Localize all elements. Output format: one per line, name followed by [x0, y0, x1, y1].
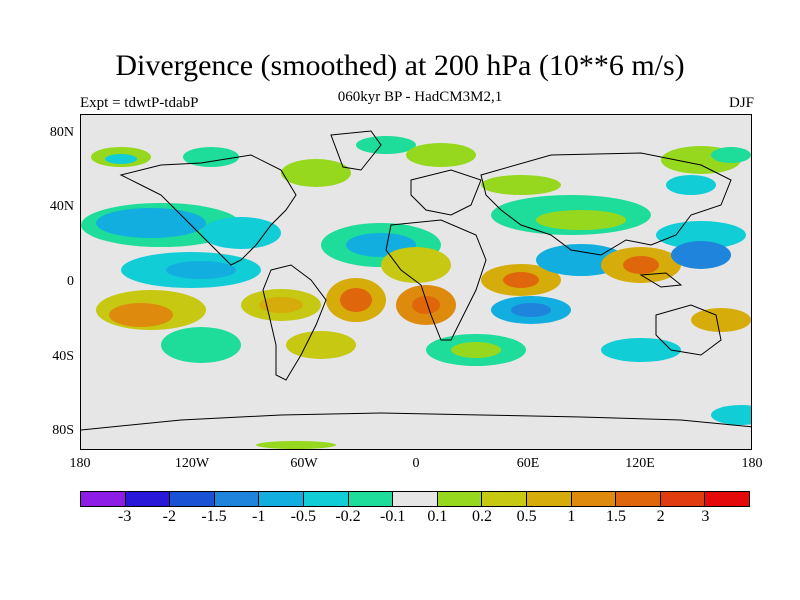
divergence-contour-fills [81, 136, 751, 449]
latitude-label: 40N [49, 199, 74, 215]
colorbar-tick-label: -2 [162, 508, 176, 525]
colorbar-swatch [526, 492, 572, 506]
longitude-label: 0 [412, 456, 420, 471]
chart-subtitle: 060kyr BP - HadCM3M2,1 [337, 89, 503, 105]
colorbar-swatch [705, 492, 749, 506]
colorbar-swatch [259, 492, 304, 506]
colorbar-swatch [214, 492, 260, 506]
colorbar-tick-label: 2 [656, 508, 665, 525]
latitude-label: 80S [52, 423, 74, 439]
map-panel [80, 114, 752, 450]
colorbar-tick-label: 3 [701, 508, 710, 525]
longitude-label: 60W [290, 456, 318, 471]
colorbar-swatch [170, 492, 215, 506]
experiment-label: Expt = tdwtP-tdabP [80, 95, 199, 111]
colorbar-tick-label: -0.2 [335, 508, 361, 525]
colorbar-tick-label: -3 [117, 508, 132, 525]
colorbar-swatch [348, 492, 394, 506]
colorbar-tick-label: 1 [567, 508, 576, 525]
season-label: DJF [728, 95, 754, 111]
colorbar-tick-label: -1 [251, 508, 266, 525]
colorbar-swatch [660, 492, 706, 506]
coastlines [81, 130, 751, 431]
colorbar-swatch [125, 492, 171, 506]
longitude-label: 120W [174, 456, 210, 471]
latitude-label: 40S [52, 348, 74, 364]
colorbar-swatch [303, 492, 349, 506]
chart-title: Divergence (smoothed) at 200 hPa (10**6 … [115, 49, 685, 82]
colorbar-swatch [571, 492, 617, 506]
longitude-label: 120E [625, 456, 655, 471]
longitude-label: 180 [69, 456, 91, 471]
longitude-label: 60E [516, 456, 540, 471]
latitude-label: 0 [67, 274, 74, 289]
colorbar-tick-label: 0.1 [427, 508, 448, 525]
divergence-map [81, 115, 751, 449]
colorbar-tick-label: -1.5 [201, 508, 227, 525]
colorbar-swatch [81, 492, 126, 506]
colorbar-tick-label: 0.5 [516, 508, 537, 525]
longitude-label: 180 [741, 456, 763, 471]
colorbar-tick-label: 0.2 [472, 508, 492, 525]
colorbar-tick-label: -0.1 [379, 508, 406, 525]
colorbar-swatch [393, 492, 438, 506]
colorbar-tick-label: -0.5 [290, 508, 316, 525]
latitude-label: 80N [49, 124, 74, 140]
colorbar-swatch [482, 492, 527, 506]
colorbar [80, 491, 750, 507]
colorbar-swatch [437, 492, 483, 506]
colorbar-swatch [616, 492, 661, 506]
colorbar-tick-label: 1.5 [606, 508, 626, 525]
